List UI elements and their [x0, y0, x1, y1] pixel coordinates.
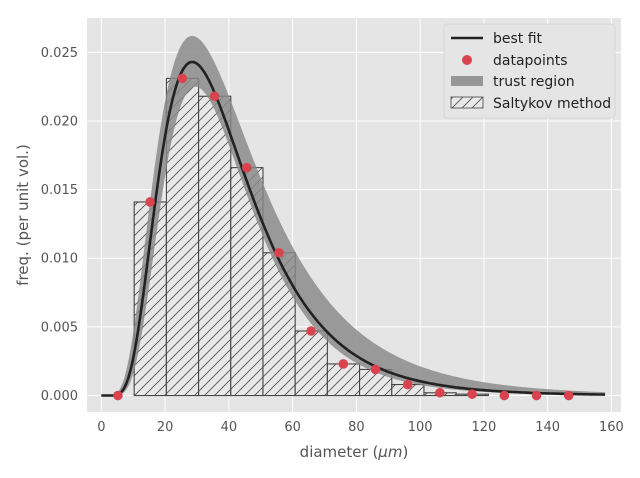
legend-datapoints-swatch	[462, 55, 472, 65]
legend-frame	[443, 23, 616, 119]
datapoint	[563, 390, 574, 401]
x-axis-label: diameter (μm)	[300, 443, 409, 461]
legend-best-fit-label: best fit	[493, 31, 543, 47]
datapoint	[402, 379, 413, 390]
x-tick-label: 60	[284, 420, 301, 435]
x-tick-label: 160	[599, 420, 624, 435]
y-tick-label: 0.025	[41, 46, 78, 61]
x-tick-label: 0	[97, 420, 105, 435]
legend-trust-region-swatch	[451, 76, 483, 86]
datapoint	[467, 389, 477, 399]
y-tick-label: 0.015	[41, 183, 78, 198]
y-tick-label: 0.000	[41, 389, 78, 404]
histogram-bar-hatch	[294, 330, 328, 397]
legend-saltykov-label: Saltykov method	[493, 96, 611, 112]
legend-trust-region-label: trust region	[493, 74, 575, 90]
datapoint	[306, 326, 316, 336]
y-tick-label: 0.020	[41, 114, 78, 129]
best-fit-curve	[101, 60, 606, 397]
x-tick-label: 140	[535, 420, 560, 435]
datapoint	[370, 364, 381, 375]
y-tick-labels: 0.000 0.005 0.010 0.015 0.020 0.025	[41, 46, 78, 404]
y-axis-label: freq. (per unit vol.)	[14, 144, 32, 286]
y-tick-label: 0.010	[41, 252, 78, 267]
datapoint	[113, 390, 123, 401]
datapoint	[177, 73, 188, 84]
datapoint	[531, 390, 542, 401]
datapoint	[435, 387, 445, 398]
x-tick-labels: 0 20 40 60 80 100 120 140 160	[97, 420, 624, 435]
legend-datapoints-label: datapoints	[493, 53, 568, 69]
datapoint	[209, 91, 220, 102]
legend: best fit datapoints trust region Saltyko…	[443, 23, 616, 119]
datapoint	[145, 197, 155, 207]
y-tick-label: 0.005	[41, 320, 78, 335]
histogram-bar-hatch	[198, 95, 232, 397]
datapoint	[241, 162, 252, 173]
x-tick-label: 80	[348, 420, 365, 435]
x-tick-label: 40	[221, 420, 238, 435]
x-tick-label: 100	[408, 420, 433, 435]
x-tick-label: 20	[157, 420, 174, 435]
datapoint	[499, 390, 510, 401]
datapoint	[274, 247, 284, 258]
datapoint	[338, 359, 349, 369]
histogram-bar-hatch	[326, 363, 361, 397]
best-fit-line	[101, 60, 606, 397]
datapoints	[113, 73, 574, 401]
x-tick-label: 120	[471, 420, 496, 435]
